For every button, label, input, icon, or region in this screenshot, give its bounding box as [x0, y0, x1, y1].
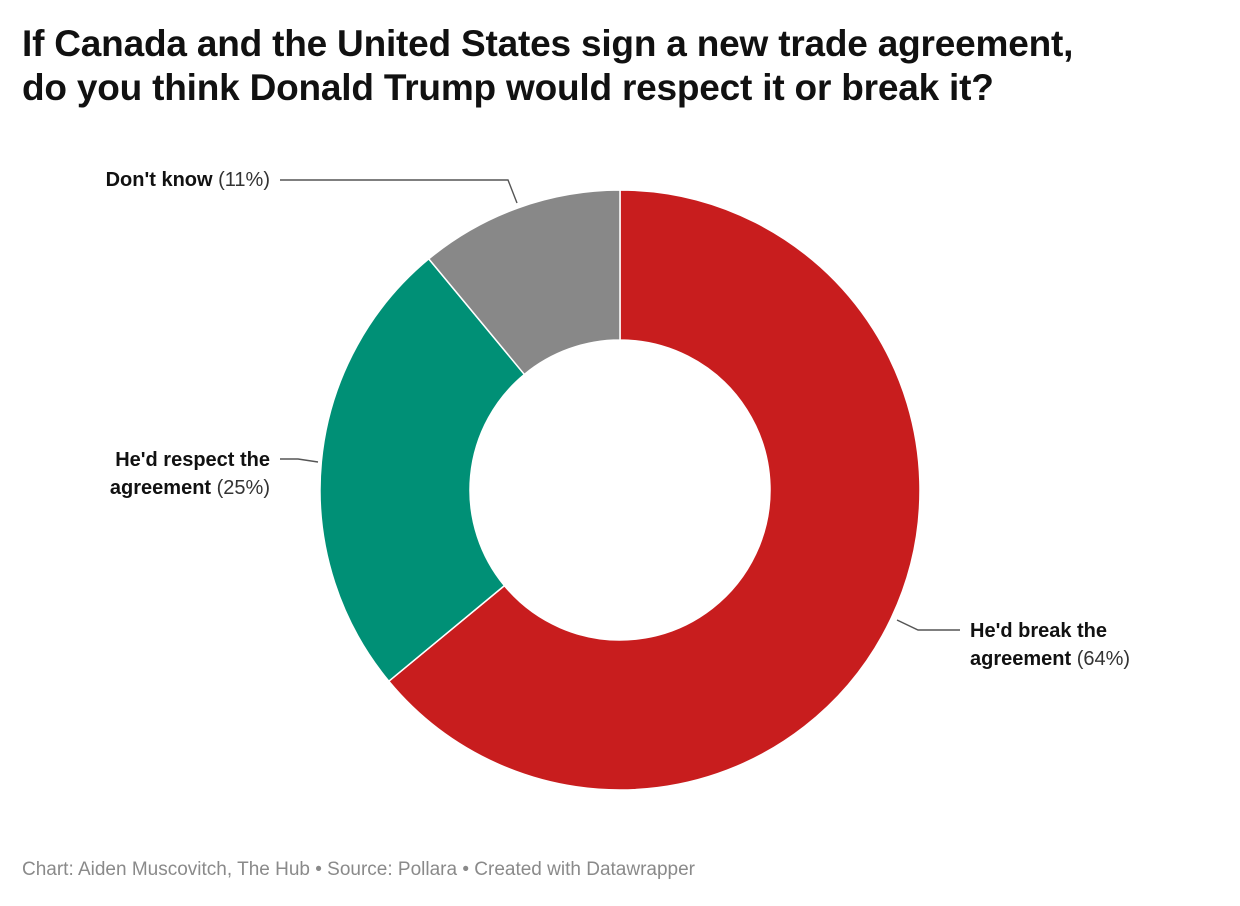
leader-line-break: [896, 619, 960, 631]
slice-value-break: (64%): [1076, 648, 1131, 670]
slice-label-break: He'd break the agreement (64%): [970, 617, 1130, 673]
leader-line-respect: [280, 458, 319, 463]
slice-label-respect: He'd respect the agreement (25%): [110, 446, 270, 502]
chart-footer: Chart: Aiden Muscovitch, The Hub • Sourc…: [22, 859, 695, 880]
slice-value-dont-know: (11%): [218, 169, 270, 191]
chart-title-line-1: If Canada and the United States sign a n…: [22, 23, 1074, 64]
slice-label-respect-line1: He'd respect the: [115, 449, 270, 471]
donut-slice-respect: [319, 257, 526, 683]
chart-title: If Canada and the United States sign a n…: [22, 22, 1222, 109]
slice-label-dont-know: Don't know (11%): [106, 166, 270, 194]
slice-value-respect: (25%): [216, 477, 270, 499]
slice-label-respect-line2: agreement: [109, 477, 212, 499]
slice-label-break-line2: agreement: [970, 648, 1072, 670]
slice-label-dont-know-line1: Don't know: [105, 169, 213, 191]
leader-line-dont-know: [280, 179, 518, 204]
donut-slice-break: [387, 189, 921, 791]
chart-title-line-2: do you think Donald Trump would respect …: [22, 66, 994, 108]
donut-slice-dont-know: [427, 189, 621, 376]
slice-label-break-line1: He'd break the: [970, 620, 1108, 642]
